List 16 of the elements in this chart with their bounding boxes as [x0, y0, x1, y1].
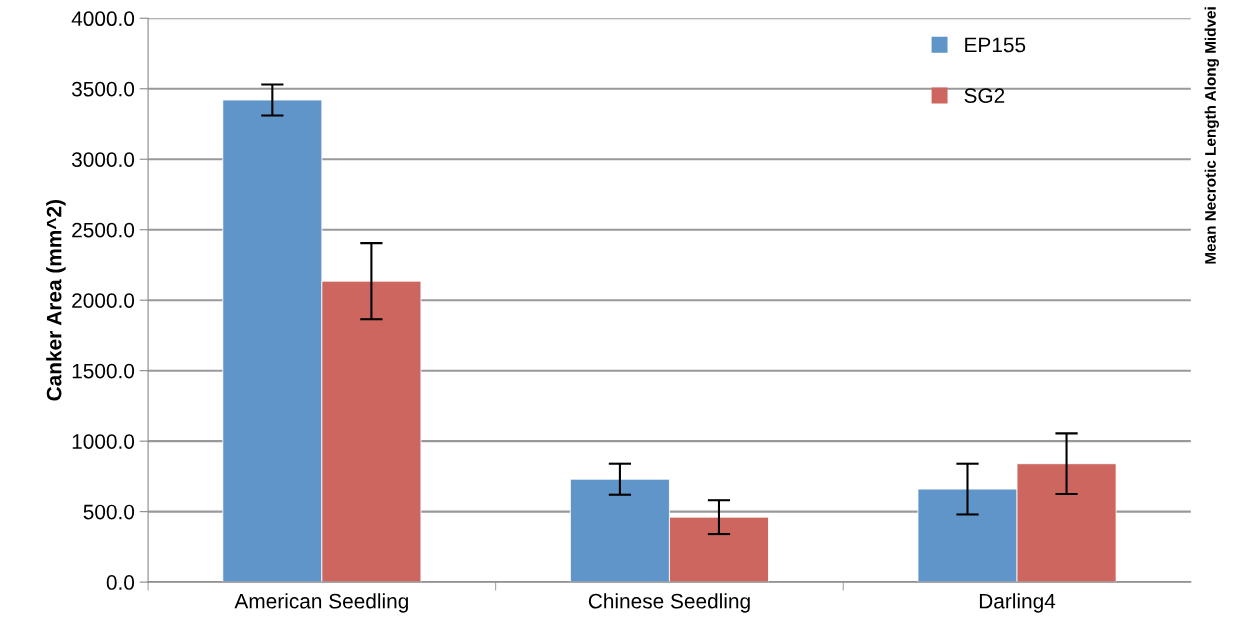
x-tick-label: Darling4 [979, 593, 1056, 613]
y-tick-label: 500.0 [83, 504, 135, 520]
legend-label: EP155 [965, 37, 1026, 53]
y-tick-label: 2000.0 [72, 293, 135, 308]
y-tick-label: 3000.0 [71, 152, 135, 167]
y-axis-title: Canker Area (mm^2) [46, 200, 66, 401]
y-tick-label: 4000.0 [71, 11, 135, 27]
x-tick-label: Chinese Seedling [588, 593, 750, 613]
y-tick-label: 1000.0 [72, 434, 135, 449]
y-tick-label: 2500.0 [72, 222, 135, 238]
y-tick-label: 0.0 [106, 575, 135, 590]
x-tick-label: American Seedling [234, 593, 408, 613]
text: Mean Necrotic Length Along Midvei [1204, 7, 1219, 264]
y-tick-label: 1500.0 [72, 363, 135, 379]
legend-label: SG2 [964, 88, 1005, 103]
y-tick-label: 3500.0 [71, 81, 135, 97]
